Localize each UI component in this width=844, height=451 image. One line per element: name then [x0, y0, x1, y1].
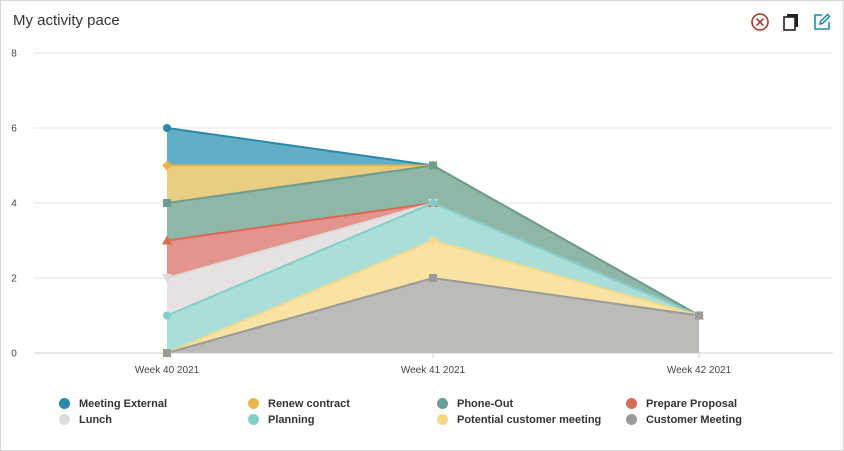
- close-circle-icon[interactable]: [749, 11, 771, 33]
- data-point: [162, 160, 172, 171]
- card-toolbar: [749, 11, 833, 33]
- legend-item[interactable]: Prepare Proposal: [626, 397, 815, 410]
- legend-label: Meeting External: [79, 397, 168, 410]
- legend-label: Planning: [268, 413, 315, 426]
- edit-icon[interactable]: [811, 11, 833, 33]
- card-title: My activity pace: [13, 12, 120, 29]
- data-point: [162, 235, 172, 245]
- data-point: [163, 349, 171, 357]
- legend-label: Renew contract: [268, 397, 350, 410]
- area-chart: 0 2 4 6 8 Week 40 2021 Week 41 2021 Week 42 202…: [11, 49, 833, 376]
- legend-swatch: [248, 414, 259, 425]
- data-point: [429, 161, 437, 170]
- data-point: [162, 274, 172, 283]
- x-tick-label: Week 41 2021: [401, 365, 466, 376]
- data-point: [428, 235, 438, 246]
- y-tick-label: 4: [11, 199, 17, 210]
- legend-swatch: [626, 414, 637, 425]
- legend-swatch: [59, 398, 70, 409]
- legend-item[interactable]: Potential customer meeting: [437, 413, 626, 426]
- data-point: [429, 274, 437, 282]
- x-tick-label: Week 40 2021: [135, 365, 200, 376]
- legend-swatch: [59, 414, 70, 425]
- legend-swatch: [437, 414, 448, 425]
- y-tick-label: 8: [11, 49, 17, 60]
- data-point: [695, 311, 703, 320]
- legend-item[interactable]: Customer Meeting: [626, 413, 815, 426]
- legend-label: Lunch: [79, 413, 112, 426]
- legend-swatch: [248, 398, 259, 409]
- chart-legend: Meeting External Renew contract Phone-Out P…: [59, 397, 819, 426]
- legend-item[interactable]: Planning: [248, 413, 437, 426]
- legend-swatch: [437, 398, 448, 409]
- legend-swatch: [626, 398, 637, 409]
- y-tick-label: 6: [11, 124, 17, 135]
- legend-item[interactable]: Lunch: [59, 413, 248, 426]
- data-point: [163, 199, 171, 207]
- data-point: [163, 311, 171, 320]
- legend-label: Potential customer meeting: [457, 413, 602, 426]
- data-point: [429, 199, 437, 207]
- legend-item[interactable]: Meeting External: [59, 397, 248, 410]
- legend-label: Customer Meeting: [646, 413, 742, 426]
- y-tick-label: 0: [11, 349, 17, 360]
- y-tick-label: 2: [11, 274, 17, 285]
- x-tick-label: Week 42 2021: [667, 365, 732, 376]
- copy-icon[interactable]: [780, 11, 802, 33]
- data-point: [163, 124, 171, 132]
- legend-label: Prepare Proposal: [646, 397, 738, 410]
- legend-item[interactable]: Phone-Out: [437, 397, 626, 410]
- legend-item[interactable]: Renew contract: [248, 397, 437, 410]
- legend-label: Phone-Out: [457, 397, 514, 410]
